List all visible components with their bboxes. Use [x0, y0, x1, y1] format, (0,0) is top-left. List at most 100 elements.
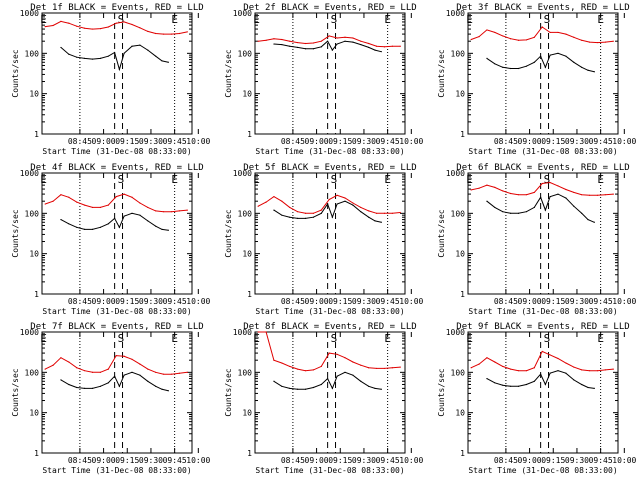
data-point — [289, 216, 291, 218]
data-point — [107, 26, 109, 28]
x-tick-label: 09:00 — [518, 137, 542, 146]
y-tick-label: 1000 — [446, 328, 465, 337]
y-tick-label: 1 — [460, 290, 465, 299]
data-point — [320, 383, 322, 386]
data-point — [368, 46, 370, 49]
data-point — [76, 367, 78, 369]
y-axis-label: Counts/sec — [11, 368, 20, 416]
data-point — [312, 48, 315, 50]
data-point — [331, 216, 333, 218]
data-point — [91, 206, 94, 209]
y-tick-label: 100 — [451, 49, 466, 58]
data-point — [304, 42, 307, 45]
interval-marker: S — [118, 332, 125, 345]
data-point — [115, 22, 117, 24]
data-point — [84, 204, 86, 206]
data-point — [170, 33, 173, 35]
data-point — [612, 368, 614, 370]
data-point — [60, 379, 62, 381]
data-point — [502, 384, 504, 386]
data-point — [374, 220, 376, 222]
data-point — [565, 372, 567, 374]
x-tick-label: 10:00 — [186, 137, 210, 146]
data-point — [573, 205, 575, 207]
y-tick-label: 1 — [34, 290, 39, 299]
data-point — [139, 363, 141, 365]
x-tick-label: 09:45 — [376, 297, 400, 306]
data-point — [494, 186, 496, 188]
panel-title: Det 1f BLACK = Events, RED = LLD — [30, 3, 203, 13]
data-point — [289, 206, 291, 209]
y-tick-label: 10 — [242, 250, 252, 259]
data-point — [147, 220, 149, 222]
data-point — [368, 367, 370, 369]
y-tick-label: 1 — [247, 130, 252, 139]
data-point — [612, 193, 614, 195]
data-point — [155, 55, 157, 57]
data-point — [368, 216, 370, 218]
data-point — [123, 355, 125, 357]
data-point — [360, 364, 362, 366]
x-axis-label: Start Time (31-Dec-08 08:33:00) — [255, 307, 404, 316]
data-point — [344, 200, 346, 202]
data-point — [289, 40, 291, 42]
data-point — [312, 369, 315, 371]
data-point — [604, 369, 606, 371]
interval-marker: E — [597, 173, 604, 186]
data-point — [565, 188, 567, 191]
data-point — [380, 388, 382, 390]
panel-title: Det 8f BLACK = Events, RED = LLD — [243, 322, 416, 332]
data-point — [399, 366, 401, 368]
data-point — [273, 195, 275, 198]
data-point — [170, 211, 173, 213]
data-point — [352, 202, 354, 204]
data-point — [52, 24, 54, 27]
data-point — [44, 26, 46, 28]
data-point — [517, 370, 520, 372]
x-tick-label: 09:45 — [376, 137, 400, 146]
data-point — [162, 33, 165, 35]
data-point — [486, 57, 488, 59]
x-tick-label: 08:45 — [494, 137, 518, 146]
data-point — [374, 387, 376, 389]
data-point — [352, 41, 354, 43]
data-point — [178, 32, 180, 35]
data-point — [304, 48, 307, 50]
data-point — [162, 211, 165, 213]
data-point — [155, 225, 157, 227]
x-tick-label: 09:15 — [328, 137, 352, 146]
panel-det-5: Det 5f BLACK = Events, RED = LLD 1 10 100 10… — [224, 163, 424, 316]
panel-title: Det 5f BLACK = Events, RED = LLD — [243, 163, 416, 173]
data-point — [131, 23, 133, 26]
panel-det-9: Det 9f BLACK = Events, RED = LLD 1 10 100 10… — [437, 322, 637, 475]
data-point — [147, 380, 149, 382]
data-point — [107, 204, 109, 206]
y-tick-label: 1 — [34, 449, 39, 458]
data-point — [328, 35, 330, 37]
data-point — [581, 369, 583, 371]
data-point — [375, 45, 378, 47]
data-point — [525, 370, 528, 372]
data-point — [114, 217, 116, 219]
x-axis-label: Start Time (31-Dec-08 08:33:00) — [42, 466, 191, 475]
y-tick-label: 100 — [25, 209, 40, 218]
x-tick-label: 09:45 — [163, 297, 187, 306]
data-point — [344, 371, 346, 373]
data-point — [312, 212, 315, 214]
y-tick-label: 100 — [451, 368, 466, 377]
y-axis-label: Counts/sec — [437, 209, 446, 257]
data-point — [91, 28, 94, 30]
data-point — [502, 66, 504, 68]
data-point — [565, 197, 567, 199]
interval-marker: E — [384, 173, 391, 186]
data-point — [383, 367, 386, 370]
series-lld — [258, 331, 401, 372]
data-point — [565, 55, 567, 57]
panel-det-3: Det 3f BLACK = Events, RED = LLD 1 10 100 10… — [437, 3, 637, 156]
data-point — [91, 387, 94, 389]
data-point — [368, 385, 370, 387]
data-point — [525, 194, 528, 196]
plot-frame — [41, 331, 193, 454]
data-point — [312, 386, 315, 389]
x-tick-label: 08:45 — [68, 456, 92, 465]
